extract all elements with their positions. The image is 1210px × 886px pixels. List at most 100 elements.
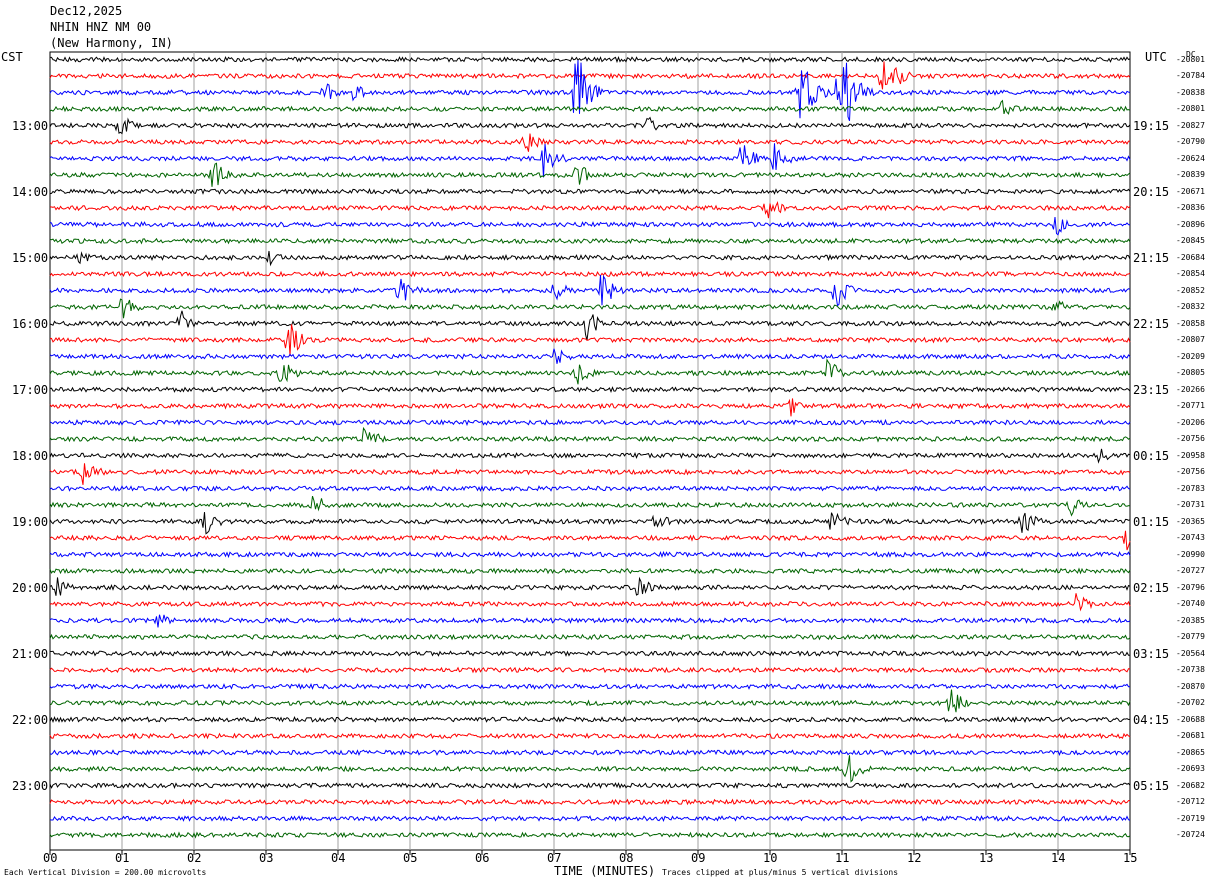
- x-tick-label: 06: [475, 851, 490, 865]
- utc-label: UTC: [1145, 50, 1167, 64]
- dc-offset-label: -20743: [1176, 533, 1205, 542]
- dc-offset-label: -20865: [1176, 747, 1205, 757]
- right-time-label: 21:15: [1133, 250, 1170, 265]
- trace-28: [49, 512, 1131, 535]
- dc-offset-label: -20731: [1176, 500, 1205, 509]
- trace-34: [49, 614, 1131, 628]
- dc-offset-label: -20206: [1176, 417, 1205, 427]
- dc-offset-label: -20870: [1176, 681, 1205, 691]
- trace-13: [49, 270, 1131, 278]
- dc-offset-label: -20990: [1176, 549, 1205, 559]
- right-time-label: 05:15: [1133, 778, 1170, 793]
- dc-offset-label: -20839: [1176, 170, 1205, 179]
- trace-26: [49, 484, 1131, 492]
- date-label: Dec12,2025: [50, 4, 123, 18]
- trace-0: [50, 56, 1131, 64]
- trace-44: [49, 782, 1131, 790]
- location-label: (New Harmony, IN): [50, 36, 173, 50]
- dc-offset-label: -20836: [1176, 203, 1205, 212]
- left-time-label: 21:00: [12, 646, 49, 661]
- x-tick-label: 09: [691, 851, 706, 865]
- trace-17: [49, 324, 1131, 356]
- trace-19: [49, 358, 1131, 385]
- trace-16: [49, 310, 1131, 341]
- trace-33: [49, 593, 1131, 612]
- dc-offset-label: -20724: [1176, 830, 1205, 839]
- dc-offset-label: -20727: [1176, 566, 1205, 575]
- x-tick-label: 11: [835, 851, 850, 865]
- left-time-label: 23:00: [12, 778, 49, 793]
- x-tick-label: 15: [1123, 851, 1138, 865]
- x-axis-title: TIME (MINUTES): [554, 864, 656, 878]
- dc-offset-label: -20671: [1176, 186, 1205, 196]
- trace-41: [49, 732, 1131, 740]
- dc-label: DC: [1186, 50, 1196, 59]
- trace-36: [49, 650, 1130, 657]
- x-tick-label: 08: [619, 851, 634, 865]
- right-time-label: 04:15: [1133, 712, 1170, 727]
- trace-9: [49, 200, 1131, 219]
- dc-offset-label: -20365: [1176, 516, 1205, 526]
- trace-11: [49, 237, 1131, 245]
- dc-offset-label: -20719: [1176, 813, 1205, 823]
- trace-15: [49, 298, 1131, 319]
- trace-38: [49, 682, 1130, 691]
- trace-22: [49, 418, 1131, 427]
- trace-23: [49, 426, 1131, 444]
- left-time-label: 13:00: [12, 118, 49, 133]
- left-time-label: 20:00: [12, 580, 49, 595]
- dc-offset-label: -20790: [1176, 137, 1205, 146]
- trace-20: [49, 386, 1131, 393]
- trace-18: [49, 348, 1131, 364]
- dc-offset-label: -20958: [1176, 450, 1205, 460]
- dc-offset-label: -20852: [1176, 285, 1205, 295]
- trace-2: [49, 60, 1131, 121]
- x-tick-label: 04: [331, 851, 346, 865]
- trace-46: [49, 815, 1131, 823]
- dc-offset-label: -20858: [1176, 318, 1205, 328]
- x-tick-label: 10: [763, 851, 778, 865]
- left-time-label: 16:00: [12, 316, 49, 331]
- trace-25: [49, 463, 1131, 485]
- left-time-label: 15:00: [12, 250, 49, 265]
- x-tick-label: 00: [43, 851, 58, 865]
- right-time-label: 23:15: [1133, 382, 1170, 397]
- clip-note: Traces clipped at plus/minus 5 vertical …: [662, 868, 899, 877]
- dc-offset-label: -20740: [1176, 599, 1205, 608]
- x-tick-label: 05: [403, 851, 418, 865]
- x-tick-label: 01: [115, 851, 130, 865]
- right-time-label: 02:15: [1133, 580, 1170, 595]
- dc-offset-label: -20783: [1176, 483, 1205, 493]
- trace-31: [49, 567, 1131, 575]
- dc-offset-label: -20805: [1176, 368, 1205, 377]
- plot-frame: [49, 51, 1131, 851]
- dc-offset-label: -20784: [1176, 71, 1205, 80]
- x-tick-label: 14: [1051, 851, 1066, 865]
- x-tick-label: 13: [979, 851, 994, 865]
- scale-note: Each Vertical Division = 200.00 microvol…: [4, 868, 207, 877]
- trace-37: [49, 666, 1131, 674]
- dc-offset-label: -20801: [1176, 54, 1205, 64]
- trace-14: [49, 274, 1131, 307]
- right-time-label: 22:15: [1133, 316, 1170, 331]
- dc-offset-label: -20771: [1176, 401, 1205, 410]
- left-time-label: 22:00: [12, 712, 49, 727]
- dc-offset-label: -20564: [1176, 648, 1205, 658]
- trace-27: [49, 495, 1131, 517]
- x-tick-label: 03: [259, 851, 274, 865]
- trace-35: [49, 633, 1131, 641]
- trace-32: [49, 576, 1131, 596]
- left-time-label: 17:00: [12, 382, 49, 397]
- station-label: NHIN HNZ NM 00: [50, 20, 152, 34]
- dc-offset-label: -20684: [1176, 252, 1205, 262]
- x-tick-label: 12: [907, 851, 922, 865]
- right-time-label: 01:15: [1133, 514, 1170, 529]
- trace-42: [49, 749, 1131, 757]
- dc-offset-label: -20807: [1176, 335, 1205, 344]
- dc-offset-label: -20681: [1176, 731, 1205, 740]
- trace-39: [49, 689, 1131, 713]
- dc-offset-label: -20832: [1176, 302, 1205, 311]
- dc-offset-label: -20896: [1176, 219, 1205, 229]
- x-tick-label: 02: [187, 851, 202, 865]
- dc-offset-label: -20738: [1176, 665, 1205, 674]
